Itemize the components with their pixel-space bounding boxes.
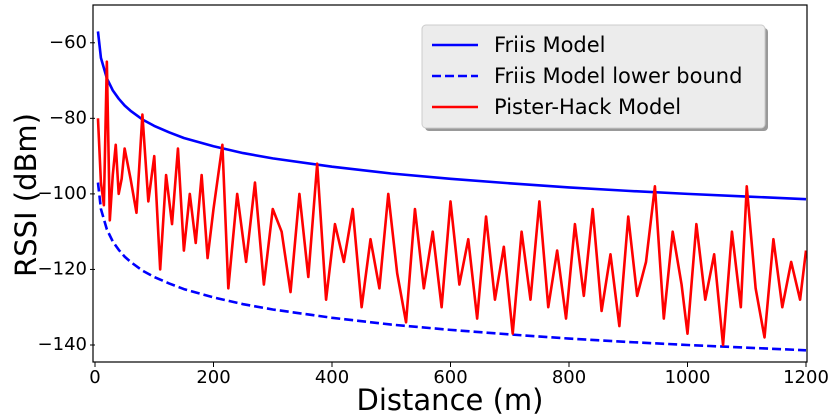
- y-axis-label: RSSI (dBm): [9, 113, 43, 277]
- legend-label: Friis Model lower bound: [494, 64, 742, 88]
- x-axis-label: Distance (m): [357, 383, 544, 417]
- line: [96, 182, 807, 352]
- legend-label: Friis Model: [494, 33, 606, 57]
- y-tick-label: −60: [49, 32, 87, 53]
- legend-label: Pister-Hack Model: [494, 95, 681, 119]
- x-tick-label: 600: [433, 367, 467, 388]
- x-tick-label: 0: [89, 367, 100, 388]
- x-tick-label: 400: [315, 367, 349, 388]
- line: [96, 31, 807, 201]
- y-tick-label: −120: [38, 258, 87, 279]
- y-tick-label: −140: [38, 334, 87, 355]
- x-tick-label: 200: [196, 367, 230, 388]
- legend-box: [421, 24, 766, 129]
- x-tick-label: 1200: [783, 367, 829, 388]
- x-tick-label: 800: [552, 367, 586, 388]
- plot-frame: [92, 4, 808, 363]
- y-tick-label: −100: [38, 183, 87, 204]
- x-tick-label: 1000: [665, 367, 711, 388]
- y-tick-label: −80: [49, 107, 87, 128]
- line: [96, 60, 808, 347]
